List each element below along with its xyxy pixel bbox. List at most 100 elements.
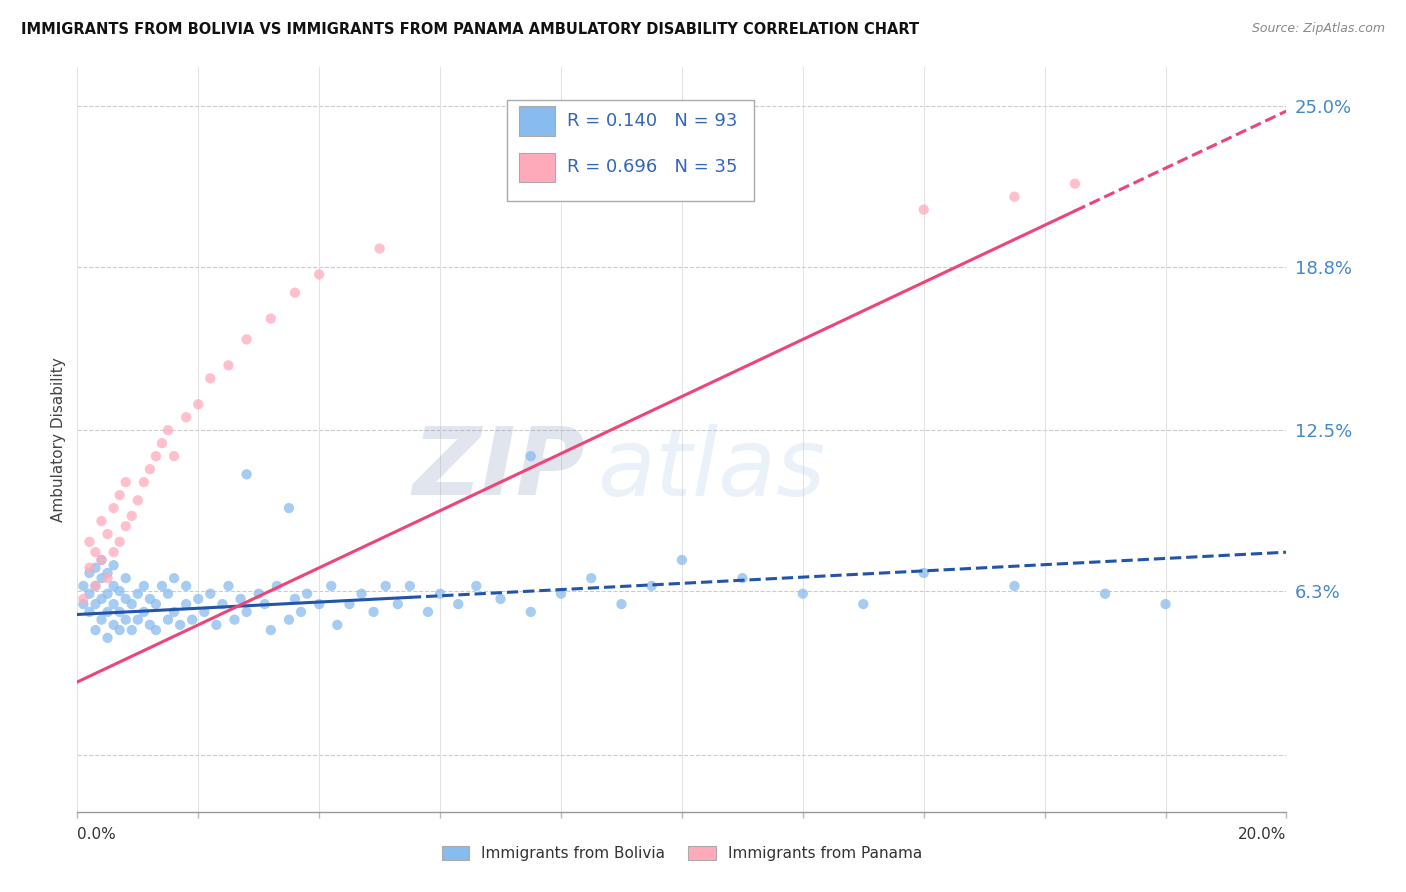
Point: [96, 587, 118, 601]
Point: [132, 475, 155, 490]
Point: [447, 597, 470, 611]
Point: [84, 579, 107, 593]
Point: [127, 587, 149, 601]
Point: [103, 618, 125, 632]
Point: [429, 587, 451, 601]
Point: [90, 514, 112, 528]
Point: [187, 397, 209, 411]
Point: [72, 579, 94, 593]
Point: [174, 410, 197, 425]
Point: [169, 618, 191, 632]
Point: [295, 587, 318, 601]
Point: [284, 285, 307, 300]
Text: IMMIGRANTS FROM BOLIVIA VS IMMIGRANTS FROM PANAMA AMBULATORY DISABILITY CORRELAT: IMMIGRANTS FROM BOLIVIA VS IMMIGRANTS FR…: [21, 22, 920, 37]
Point: [641, 579, 664, 593]
Point: [157, 423, 180, 437]
Point: [290, 605, 312, 619]
Point: [174, 597, 197, 611]
Point: [229, 591, 252, 606]
Point: [79, 587, 101, 601]
Point: [114, 571, 136, 585]
Point: [235, 467, 257, 482]
Text: ZIP: ZIP: [412, 423, 585, 515]
Point: [90, 553, 112, 567]
Point: [350, 587, 373, 601]
Point: [671, 553, 693, 567]
Point: [235, 332, 257, 346]
Point: [520, 605, 543, 619]
Point: [187, 591, 209, 606]
Point: [610, 597, 633, 611]
Point: [260, 623, 283, 637]
Point: [114, 519, 136, 533]
Point: [139, 591, 162, 606]
Point: [79, 566, 101, 580]
Point: [79, 561, 101, 575]
Point: [266, 579, 288, 593]
Point: [218, 579, 240, 593]
Bar: [519, 106, 555, 136]
Point: [163, 449, 186, 463]
Text: 20.0%: 20.0%: [1239, 827, 1286, 842]
Text: Source: ZipAtlas.com: Source: ZipAtlas.com: [1251, 22, 1385, 36]
Point: [200, 587, 222, 601]
Legend: Immigrants from Bolivia, Immigrants from Panama: Immigrants from Bolivia, Immigrants from…: [436, 839, 928, 867]
Point: [1094, 587, 1116, 601]
Point: [489, 591, 512, 606]
Point: [132, 579, 155, 593]
Point: [72, 591, 94, 606]
Point: [79, 534, 101, 549]
Point: [205, 618, 228, 632]
Point: [852, 597, 875, 611]
Point: [127, 613, 149, 627]
Point: [247, 587, 270, 601]
Point: [90, 553, 112, 567]
Point: [253, 597, 276, 611]
Point: [139, 462, 162, 476]
Point: [416, 605, 439, 619]
Point: [96, 566, 118, 580]
Point: [308, 268, 330, 282]
Point: [465, 579, 488, 593]
Point: [139, 618, 162, 632]
FancyBboxPatch shape: [506, 101, 755, 201]
Point: [90, 591, 112, 606]
Point: [84, 579, 107, 593]
Point: [108, 488, 131, 502]
Point: [157, 613, 180, 627]
Point: [337, 597, 360, 611]
Point: [181, 613, 204, 627]
Point: [1004, 189, 1026, 203]
Point: [96, 527, 118, 541]
Point: [278, 501, 301, 516]
Point: [114, 475, 136, 490]
Point: [103, 501, 125, 516]
Point: [121, 597, 143, 611]
Point: [114, 613, 136, 627]
Point: [90, 613, 112, 627]
Point: [399, 579, 422, 593]
Point: [103, 558, 125, 573]
Point: [84, 623, 107, 637]
Point: [163, 571, 186, 585]
Point: [218, 359, 240, 373]
Point: [211, 597, 233, 611]
Point: [108, 584, 131, 599]
Text: 0.0%: 0.0%: [77, 827, 117, 842]
Point: [90, 571, 112, 585]
Point: [114, 591, 136, 606]
Y-axis label: Ambulatory Disability: Ambulatory Disability: [51, 357, 66, 522]
Text: R = 0.696   N = 35: R = 0.696 N = 35: [567, 159, 738, 177]
Point: [108, 623, 131, 637]
Point: [121, 508, 143, 523]
Point: [145, 597, 167, 611]
Point: [200, 371, 222, 385]
Point: [72, 597, 94, 611]
Point: [103, 545, 125, 559]
Point: [84, 561, 107, 575]
Point: [224, 613, 246, 627]
Point: [84, 545, 107, 559]
Point: [260, 311, 283, 326]
Point: [96, 605, 118, 619]
Point: [121, 623, 143, 637]
